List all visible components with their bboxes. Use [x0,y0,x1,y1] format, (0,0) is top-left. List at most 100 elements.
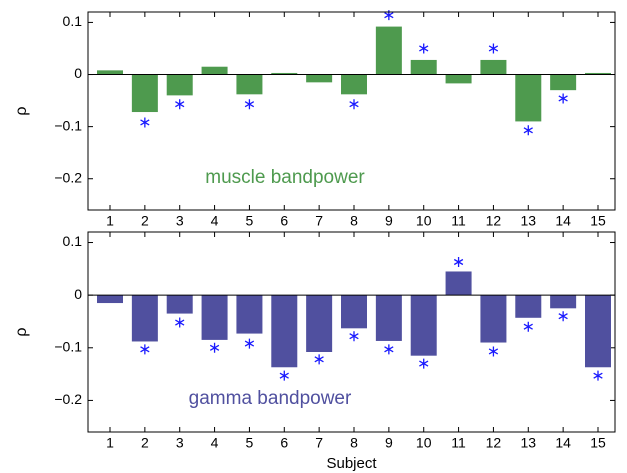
significance-marker [419,358,429,369]
significance-marker [593,370,603,381]
bar [515,295,542,318]
x-tick-label: 8 [350,213,358,229]
bar [410,59,437,75]
significance-marker [140,344,150,355]
bar [410,295,437,356]
significance-marker [523,125,533,136]
x-tick-label: 3 [176,213,184,229]
significance-marker [488,43,499,54]
y-tick-label: −0.2 [54,391,82,407]
significance-marker [209,342,220,353]
significance-marker [453,257,464,267]
significance-marker [244,338,255,349]
bar [131,74,158,113]
bar [306,295,333,352]
bar [131,295,158,342]
bar [480,59,507,75]
significance-marker [488,346,499,357]
y-tick-label: −0.1 [54,117,82,133]
bar [445,271,472,296]
significance-marker [175,99,185,110]
significance-marker [140,117,150,128]
x-tick-label: 9 [385,213,393,229]
y-tick-label: −0.2 [54,169,82,185]
bar [375,295,402,341]
annotation: muscle bandpower [205,167,365,188]
bar [341,74,367,95]
bar [550,74,577,91]
x-tick-label: 13 [520,435,536,451]
bar [585,295,611,368]
x-tick-label: 7 [315,213,323,229]
y-tick-label: 0 [74,286,82,302]
x-tick-label: 15 [590,213,606,229]
x-tick-label: 5 [246,435,254,451]
x-tick-label: 1 [106,435,114,451]
x-tick-label: 2 [141,213,149,229]
bar [166,74,193,96]
significance-marker [419,43,429,54]
significance-marker [175,317,185,328]
significance-marker [349,331,359,342]
x-tick-label: 10 [416,213,432,229]
x-tick-label: 12 [486,213,502,229]
significance-marker [279,370,289,381]
y-tick-label: −0.1 [54,338,82,354]
significance-marker [558,311,568,322]
significance-marker [384,344,394,355]
x-tick-label: 9 [385,435,393,451]
bar [271,295,298,368]
y-axis-label: ρ [13,106,30,115]
x-tick-label: 13 [520,213,536,229]
x-tick-label: 11 [451,213,466,229]
x-tick-label: 10 [416,435,432,451]
bar [201,295,228,340]
x-tick-label: 12 [486,435,502,451]
significance-marker [244,99,255,110]
x-tick-label: 1 [106,213,114,229]
y-tick-label: 0.1 [63,13,83,29]
y-tick-label: 0 [74,65,82,81]
x-tick-label: 3 [176,435,184,451]
x-tick-label: 14 [555,213,571,229]
x-tick-label: 6 [280,435,288,451]
bar [236,74,263,95]
significance-marker [349,99,359,110]
significance-marker [314,354,324,365]
bar [201,66,228,75]
x-tick-label: 4 [211,213,219,229]
bar [166,295,193,314]
significance-marker [523,321,533,332]
bar [341,295,367,329]
axes-frame [87,11,616,211]
plot-area [88,232,615,432]
x-tick-label: 4 [211,435,219,451]
bar [236,295,263,334]
bar [271,72,298,75]
bar [585,72,611,75]
x-tick-label: 15 [590,435,606,451]
bar [480,295,507,343]
x-tick-label: 7 [315,435,323,451]
subplot: −0.2−0.100.11 2 3 4 5 6 7 8 9 10 11 12 13 14 15muscle … [13,10,616,229]
bar [306,74,333,83]
annotation: gamma bandpower [189,388,352,409]
x-tick-label: 11 [451,435,466,451]
x-axis-label: Subject [326,455,377,472]
y-tick-label: 0.1 [63,233,83,249]
x-tick-label: 5 [246,213,254,229]
bar [97,70,123,75]
x-tick-label: 8 [350,435,358,451]
bar [445,74,472,84]
axes-frame [87,231,616,433]
x-tick-label: 2 [141,435,149,451]
bar [97,295,123,304]
x-tick-label: 6 [280,213,288,229]
x-tick-label: 14 [555,435,571,451]
bar [515,74,542,122]
y-axis-label: ρ [13,327,30,336]
bar [375,26,402,75]
bar [550,295,577,309]
